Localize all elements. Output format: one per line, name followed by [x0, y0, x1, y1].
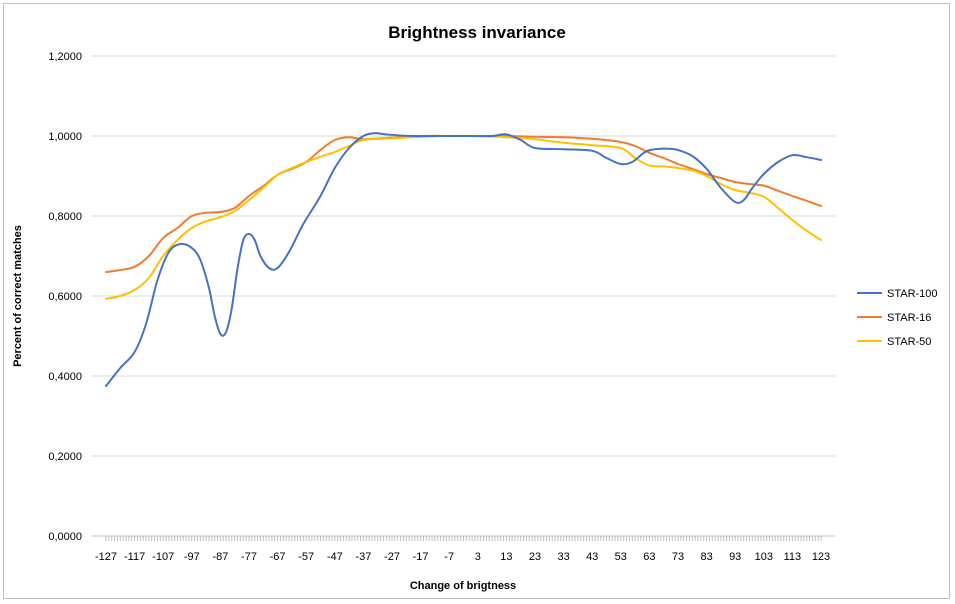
gridlines [92, 55, 835, 457]
legend: STAR-100 STAR-16 STAR-50 [857, 288, 938, 348]
x-tick-label: -57 [298, 551, 314, 563]
x-tick-label: -97 [184, 551, 200, 563]
x-tick-label: -67 [270, 551, 286, 563]
x-tick-label: -7 [444, 551, 454, 563]
x-tick-label: -37 [355, 551, 371, 563]
legend-item: STAR-50 [857, 336, 931, 348]
x-tick-label: -77 [241, 551, 257, 563]
x-tick-label: 103 [755, 551, 773, 563]
legend-label: STAR-100 [887, 288, 938, 300]
x-tick-label: 123 [812, 551, 830, 563]
x-tick-label: 43 [586, 551, 598, 563]
x-tick-label: 93 [729, 551, 741, 563]
x-axis: -127 -117 -107 -97 -87 -77 -67 -57 -47 -37 -27 -17 -… [92, 535, 835, 563]
y-tick-label: 0,8000 [48, 211, 82, 223]
x-tick-label: -47 [327, 551, 343, 563]
x-tick-label: -117 [124, 551, 145, 563]
x-tick-label: 3 [475, 551, 481, 563]
x-tick-label: 83 [700, 551, 712, 563]
y-tick-label: 1,0000 [48, 131, 82, 143]
y-tick-label: 1,2000 [48, 51, 82, 63]
chart-frame [3, 3, 950, 599]
series-lines [105, 132, 822, 387]
y-tick-label: 0,2000 [48, 451, 82, 463]
chart-title: Brightness invariance [388, 23, 566, 42]
x-tick-label: 53 [615, 551, 627, 563]
legend-item: STAR-16 [857, 312, 931, 324]
x-tick-label: -127 [95, 551, 117, 563]
legend-item: STAR-100 [857, 288, 938, 300]
series-line-star-16 [105, 134, 822, 273]
legend-label: STAR-16 [887, 312, 931, 324]
x-tick-label: -107 [152, 551, 174, 563]
x-tick-label: -17 [413, 551, 429, 563]
series-line-star-50 [105, 134, 822, 300]
x-tick-label: 73 [672, 551, 684, 563]
y-tick-label: 0,0000 [48, 531, 82, 543]
x-tick-label: 113 [784, 551, 802, 563]
x-tick-label: 23 [529, 551, 541, 563]
x-tick-label: 63 [643, 551, 655, 563]
x-tick-label: -87 [212, 551, 228, 563]
x-tick-label: 33 [557, 551, 569, 563]
y-axis-ticks: 0,0000 0,2000 0,4000 0,6000 0,8000 1,0000 1,20… [48, 51, 82, 543]
y-tick-label: 0,6000 [48, 291, 82, 303]
x-tick-label: -27 [384, 551, 400, 563]
y-tick-label: 0,4000 [48, 371, 82, 383]
series-line-star-100 [105, 132, 822, 387]
legend-label: STAR-50 [887, 336, 931, 348]
x-tick-label: 13 [500, 551, 512, 563]
y-axis-title: Percent of correct matches [12, 225, 24, 367]
x-axis-title: Change of brigtness [410, 580, 516, 592]
